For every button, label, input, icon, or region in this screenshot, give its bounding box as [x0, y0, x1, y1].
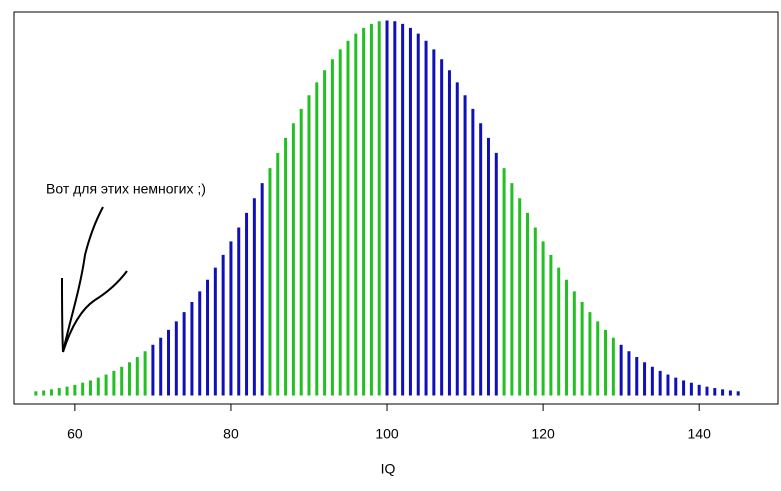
x-tick-label: 100: [375, 426, 399, 442]
arrow-stroke: [62, 270, 128, 353]
plot-frame: [13, 11, 779, 405]
annotation: Вот для этих немногих ;): [46, 181, 206, 197]
x-tick-label: 140: [688, 426, 712, 442]
x-tick-label: 80: [223, 426, 239, 442]
arrow-stroke: [61, 277, 64, 353]
arrow-stroke: [62, 206, 104, 353]
x-tick-label: 120: [531, 426, 555, 442]
x-axis-label: IQ: [381, 461, 396, 477]
x-tick-label: 60: [67, 426, 83, 442]
